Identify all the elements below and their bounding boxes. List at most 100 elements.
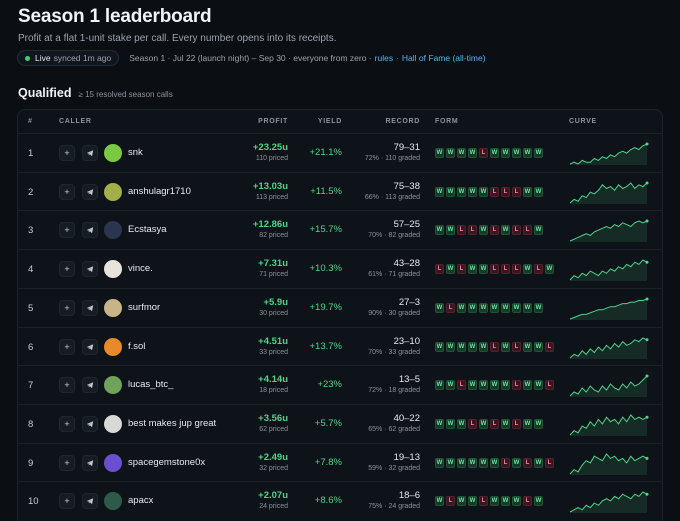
plus-icon[interactable]: + xyxy=(59,261,75,278)
form-chip[interactable]: W xyxy=(534,225,543,236)
form-chip[interactable]: W xyxy=(523,341,532,352)
caller-name[interactable]: vince. xyxy=(128,263,153,275)
form-chip[interactable]: L xyxy=(479,148,488,158)
form-chip[interactable]: W xyxy=(512,148,521,158)
record-cell[interactable]: 19–13 59% · 32 graded xyxy=(368,452,420,472)
profit-cell[interactable]: +2.07u 24 priced xyxy=(258,490,288,510)
caller-name[interactable]: Ecstasya xyxy=(128,224,167,236)
form-chip[interactable]: L xyxy=(490,418,499,429)
telegram-icon[interactable] xyxy=(82,415,98,432)
yield-value[interactable]: +10.3% xyxy=(309,263,343,275)
form-chip[interactable]: W xyxy=(435,148,444,158)
form-chip[interactable]: W xyxy=(457,457,466,468)
hall-of-fame-link[interactable]: Hall of Fame (all-time) xyxy=(401,53,486,63)
telegram-icon[interactable] xyxy=(82,222,98,239)
caller-name[interactable]: spacegemstone0x xyxy=(128,456,206,468)
form-chip[interactable]: W xyxy=(479,380,488,391)
form-chip[interactable]: L xyxy=(534,264,543,275)
table-row[interactable]: 9 + spacegemstone0x +2.49u 32 priced +7.8% 19–… xyxy=(18,442,662,482)
form-chip[interactable]: W xyxy=(501,341,510,352)
form-chip[interactable]: W xyxy=(457,302,466,313)
table-row[interactable]: 10 + apacx +2.07u 24 priced +8.6% 18–6 75% · 24… xyxy=(18,481,662,520)
form-chip[interactable]: W xyxy=(468,341,477,352)
record-cell[interactable]: 79–31 72% · 110 graded xyxy=(365,142,420,162)
rules-link[interactable]: rules xyxy=(374,53,394,63)
yield-value[interactable]: +11.5% xyxy=(310,185,342,197)
table-row[interactable]: 7 + lucas_btc_ +4.14u 18 priced +23% 13–5 72% ·… xyxy=(18,365,662,404)
form-chip[interactable]: W xyxy=(490,457,499,468)
plus-icon[interactable]: + xyxy=(59,145,75,161)
form-chip[interactable]: L xyxy=(512,341,521,352)
form-chip[interactable]: W xyxy=(501,496,510,507)
form-chip[interactable]: W xyxy=(446,225,455,236)
form-chip[interactable]: L xyxy=(501,186,510,197)
form-chip[interactable]: W xyxy=(523,186,532,197)
telegram-icon[interactable] xyxy=(82,261,98,278)
form-chip[interactable]: L xyxy=(457,264,466,275)
plus-icon[interactable]: + xyxy=(59,299,75,316)
caller-name[interactable]: apacx xyxy=(128,495,154,507)
form-chip[interactable]: L xyxy=(479,496,488,507)
form-chip[interactable]: W xyxy=(534,380,543,391)
form-chip[interactable]: L xyxy=(523,496,532,507)
form-chip[interactable]: L xyxy=(446,302,455,313)
record-cell[interactable]: 23–10 70% · 33 graded xyxy=(368,336,420,356)
form-chip[interactable]: L xyxy=(545,380,554,391)
col-record[interactable]: RECORD xyxy=(385,118,420,125)
telegram-icon[interactable] xyxy=(82,377,98,394)
form-chip[interactable]: L xyxy=(512,264,521,275)
form-chip[interactable]: W xyxy=(490,380,499,391)
telegram-icon[interactable] xyxy=(82,493,98,510)
caller-name[interactable]: snk xyxy=(128,147,143,158)
form-chip[interactable]: W xyxy=(435,302,444,313)
form-chip[interactable]: W xyxy=(501,225,510,236)
profit-cell[interactable]: +4.51u 33 priced xyxy=(258,336,288,356)
col-profit[interactable]: PROFIT xyxy=(258,118,288,125)
form-chip[interactable]: W xyxy=(501,148,510,158)
form-chip[interactable]: L xyxy=(512,380,521,391)
profit-cell[interactable]: +12.86u 82 priced xyxy=(253,219,288,239)
form-chip[interactable]: W xyxy=(512,496,521,507)
col-yield[interactable]: YIELD xyxy=(317,118,342,125)
telegram-icon[interactable] xyxy=(82,454,98,471)
form-chip[interactable]: W xyxy=(435,341,444,352)
form-chip[interactable]: W xyxy=(479,302,488,313)
form-chip[interactable]: W xyxy=(534,148,543,158)
form-chip[interactable]: L xyxy=(512,186,521,197)
form-chip[interactable]: W xyxy=(534,496,543,507)
form-chip[interactable]: W xyxy=(457,418,466,429)
form-chip[interactable]: L xyxy=(446,496,455,507)
form-chip[interactable]: W xyxy=(468,148,477,158)
yield-value[interactable]: +13.7% xyxy=(309,340,343,352)
form-chip[interactable]: W xyxy=(468,380,477,391)
form-chip[interactable]: W xyxy=(468,186,477,197)
form-chip[interactable]: W xyxy=(435,418,444,429)
form-chip[interactable]: W xyxy=(446,457,455,468)
form-chip[interactable]: L xyxy=(490,341,499,352)
form-chip[interactable]: L xyxy=(501,457,510,468)
form-chip[interactable]: W xyxy=(435,225,444,236)
caller-name[interactable]: best makes jup great xyxy=(128,417,217,429)
form-chip[interactable]: L xyxy=(468,418,477,429)
form-chip[interactable]: W xyxy=(479,225,488,236)
form-chip[interactable]: W xyxy=(523,148,532,158)
yield-value[interactable]: +8.6% xyxy=(314,495,342,507)
form-chip[interactable]: W xyxy=(534,302,543,313)
table-row[interactable]: 6 + f.sol +4.51u 33 priced +13.7% 23–10 70% · 3… xyxy=(18,326,662,366)
yield-value[interactable]: +5.7% xyxy=(314,417,342,429)
form-chip[interactable]: W xyxy=(534,457,543,468)
form-chip[interactable]: L xyxy=(501,264,510,275)
record-cell[interactable]: 40–22 65% · 62 graded xyxy=(368,413,420,433)
form-chip[interactable]: W xyxy=(490,496,499,507)
form-chip[interactable]: W xyxy=(435,457,444,468)
form-chip[interactable]: W xyxy=(523,264,532,275)
form-chip[interactable]: W xyxy=(534,418,543,429)
form-chip[interactable]: W xyxy=(501,302,510,313)
form-chip[interactable]: W xyxy=(468,496,477,507)
form-chip[interactable]: W xyxy=(523,380,532,391)
form-chip[interactable]: L xyxy=(512,418,521,429)
form-chip[interactable]: W xyxy=(534,186,543,197)
table-row[interactable]: 3 + Ecstasya +12.86u 82 priced +15.7% 57–25 70%… xyxy=(18,210,662,249)
yield-value[interactable]: +23% xyxy=(317,379,342,391)
form-chip[interactable]: W xyxy=(479,264,488,275)
